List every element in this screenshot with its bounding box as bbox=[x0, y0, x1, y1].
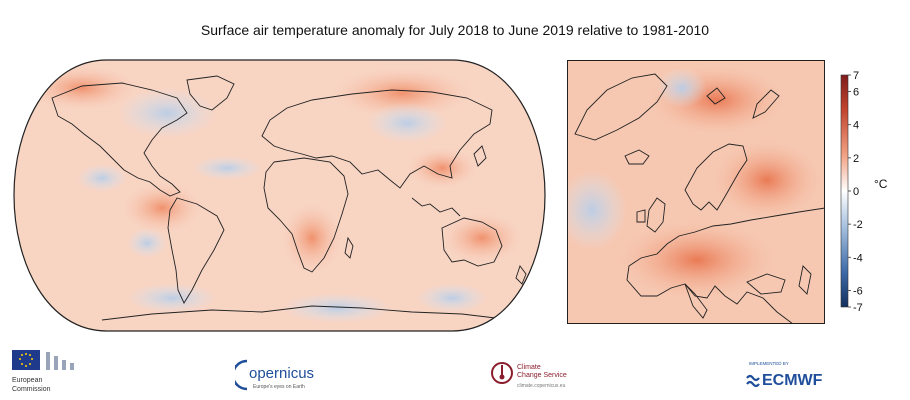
colorbar-ticks: 7 6 4 2 0 -2 -4 -6 -7 bbox=[848, 70, 863, 314]
c3s-url: climate.copernicus.eu bbox=[517, 383, 566, 389]
climate-change-service-logo: Climate Change Service climate.copernicu… bbox=[491, 362, 567, 389]
colorbar-tick-label: 6 bbox=[853, 87, 859, 99]
colorbar-gradient bbox=[840, 74, 849, 308]
chart-title: Surface air temperature anomaly for July… bbox=[200, 22, 710, 38]
copernicus-logo: opernicus Europe's eyes on Earth bbox=[235, 359, 314, 391]
copernicus-name: opernicus bbox=[249, 365, 314, 382]
c3s-line1: Climate bbox=[517, 364, 541, 371]
europe-anomaly-map bbox=[567, 60, 825, 324]
colorbar-tick-label: 2 bbox=[853, 153, 859, 165]
colorbar-tick-label: -7 bbox=[853, 302, 863, 314]
copernicus-tagline: Europe's eyes on Earth bbox=[253, 384, 305, 390]
colorbar-tick-label: -6 bbox=[853, 285, 863, 297]
colorbar-tick-label: 4 bbox=[853, 120, 859, 132]
colorbar: 7 6 4 2 0 -2 -4 -6 -7 °C bbox=[840, 70, 888, 314]
colorbar-tick-label: -4 bbox=[853, 252, 863, 264]
colorbar-unit: °C bbox=[874, 177, 888, 191]
world-anomaly-map bbox=[13, 59, 546, 332]
ec-line1: European bbox=[12, 377, 42, 384]
colorbar-tick-label: 0 bbox=[853, 186, 859, 198]
colorbar-tick-label: -2 bbox=[853, 219, 863, 231]
european-commission-logo: European Commission bbox=[12, 350, 74, 393]
ecmwf-logo: IMPLEMENTED BY ECMWF bbox=[746, 361, 823, 389]
c3s-line2: Change Service bbox=[517, 372, 567, 379]
ecmwf-name: ECMWF bbox=[762, 372, 823, 389]
ec-line2: Commission bbox=[12, 386, 51, 393]
ecmwf-prefix: IMPLEMENTED BY bbox=[749, 361, 789, 366]
colorbar-tick-label: 7 bbox=[853, 70, 859, 82]
